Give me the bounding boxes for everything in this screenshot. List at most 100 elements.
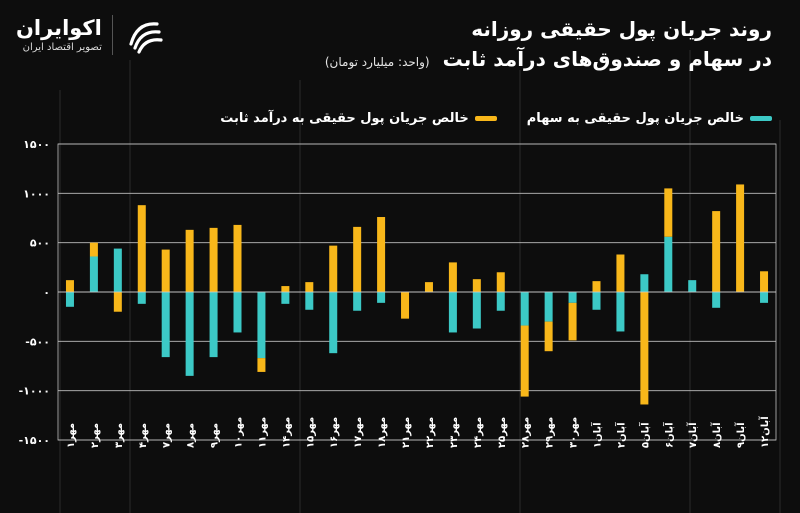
bar-fixed-income: [472, 279, 481, 292]
brand-tagline: تصویر اقتصاد ایران: [22, 42, 102, 53]
x-tick-label: آبان۹: [734, 422, 747, 448]
bar-stocks: [616, 292, 625, 332]
bar-fixed-income: [65, 280, 74, 292]
x-tick-label: مهر۲۲: [425, 417, 436, 448]
chart-title: روند جریان پول حقیقی روزانه: [471, 17, 772, 41]
x-tick-label: آبان۵: [638, 422, 651, 448]
bar-stocks: [161, 292, 170, 358]
bar-stocks: [640, 274, 649, 292]
x-tick-label: مهر۱۷: [353, 417, 364, 448]
bar-stocks: [209, 292, 218, 358]
bar-stocks: [257, 292, 266, 359]
y-tick-label: -۵۰۰: [25, 335, 50, 348]
bar-stocks: [353, 292, 362, 311]
x-tick-label: آبان۱: [591, 422, 604, 448]
bar-fixed-income: [736, 184, 745, 292]
x-tick-label: مهر۱۶: [329, 417, 340, 448]
x-tick-label: مهر۲۴: [473, 417, 484, 448]
chart-legend: خالص جریان پول حقیقی به سهام خالص جریان …: [220, 111, 772, 126]
x-tick-label: مهر۲۳: [449, 417, 460, 448]
bar-fixed-income: [448, 262, 457, 292]
bar-fixed-income: [329, 245, 338, 292]
x-tick-label: مهر۱۸: [377, 417, 388, 448]
legend-label-fixed-income: خالص جریان پول حقیقی به درآمد ثابت: [220, 111, 469, 126]
x-tick-label: مهر۱۱: [257, 417, 268, 448]
bar-stocks: [305, 292, 314, 310]
bar-fixed-income: [520, 325, 529, 397]
bar-stocks: [664, 236, 673, 292]
bar-stocks: [329, 292, 338, 354]
bar-stocks: [89, 256, 98, 292]
x-tick-label: آبان۶: [662, 422, 675, 448]
bar-stocks: [688, 280, 697, 292]
bar-stocks: [377, 292, 386, 303]
bar-fixed-income: [113, 292, 122, 312]
bar-fixed-income: [712, 211, 721, 292]
bar-fixed-income: [592, 281, 601, 292]
legend-item-fixed-income: خالص جریان پول حقیقی به درآمد ثابت: [220, 111, 497, 126]
x-tick-label: مهر۱: [66, 423, 77, 448]
bar-fixed-income: [137, 205, 146, 292]
x-tick-label: آبان۷: [686, 422, 699, 448]
bar-stocks: [137, 292, 146, 304]
y-tick-label: -۱۵۰۰: [19, 434, 50, 447]
bar-fixed-income: [544, 321, 553, 352]
x-tick-label: مهر۹: [210, 423, 221, 448]
x-tick-label: آبان۲: [614, 422, 627, 448]
bar-fixed-income: [305, 282, 314, 292]
x-tick-label: مهر۱۴: [281, 417, 292, 448]
chart-unit: (واحد: میلیارد تومان): [324, 55, 430, 69]
bar-stocks: [496, 292, 505, 311]
bar-stocks: [568, 292, 577, 303]
brand-logo: اکوایران تصویر اقتصاد ایران: [16, 14, 165, 56]
x-tick-label: مهر۱۰: [234, 417, 245, 448]
x-tick-label: مهر۷: [162, 423, 173, 448]
bar-fixed-income: [760, 271, 769, 292]
x-tick-label: مهر۲۸: [521, 417, 532, 448]
bar-stocks: [760, 292, 769, 303]
x-tick-label: مهر۲: [90, 423, 101, 448]
x-tick-label: مهر۴: [138, 423, 149, 448]
y-tick-label: ۱۰۰۰: [23, 187, 50, 200]
bar-stocks: [113, 248, 122, 292]
bar-stocks: [281, 292, 290, 304]
legend-swatch-fixed-income: [474, 116, 497, 121]
bar-fixed-income: [161, 249, 170, 292]
brand-text: اکوایران تصویر اقتصاد ایران: [16, 15, 102, 55]
x-tick-label: مهر۳۰: [569, 417, 580, 448]
x-tick-label: مهر۲۵: [497, 417, 508, 448]
bar-stocks: [65, 292, 74, 307]
chart-title-block: روند جریان پول حقیقی روزانه در سهام و صن…: [325, 14, 772, 77]
bar-fixed-income: [496, 272, 505, 292]
bar-stocks: [185, 292, 194, 376]
ecoiran-swirl-logo-icon: [129, 22, 163, 54]
bar-fixed-income: [353, 226, 362, 292]
bar-fixed-income: [568, 302, 577, 341]
bar-fixed-income: [377, 217, 386, 292]
x-tick-label: مهر۲۱: [401, 417, 412, 448]
bar-fixed-income: [233, 224, 242, 292]
brand-name: اکوایران: [16, 16, 102, 40]
bar-stocks: [448, 292, 457, 333]
x-tick-label: مهر۲۹: [545, 417, 556, 448]
bar-stocks: [592, 292, 601, 310]
bar-stocks: [544, 292, 553, 322]
legend-swatch-stocks: [750, 116, 772, 121]
bar-fixed-income: [89, 242, 98, 257]
bar-fixed-income: [664, 188, 673, 237]
bar-fixed-income: [185, 229, 194, 292]
bar-fixed-income: [640, 292, 649, 405]
brand-divider: [111, 15, 113, 55]
x-tick-label: مهر۳: [114, 423, 125, 448]
bar-stocks: [520, 292, 529, 326]
bar-fixed-income: [209, 227, 218, 292]
bar-fixed-income: [257, 358, 266, 372]
bar-fixed-income: [281, 286, 290, 292]
chart-subtitle: در سهام و صندوق‌های درآمد ثابت (واحد: می…: [325, 44, 772, 77]
y-tick-label: -۱۰۰۰: [19, 385, 50, 398]
y-tick-label: ۵۰۰: [30, 237, 50, 250]
bar-fixed-income: [424, 282, 433, 292]
x-tick-label: مهر۸: [186, 423, 197, 448]
x-tick-label: آبان۸: [710, 422, 723, 448]
